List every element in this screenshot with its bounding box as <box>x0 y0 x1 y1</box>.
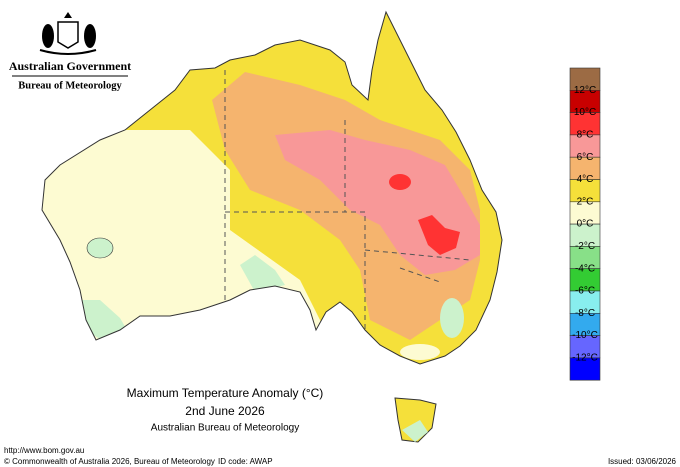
footer-url: http://www.bom.gov.au <box>4 446 84 455</box>
legend-label: 0°C <box>577 219 594 230</box>
map-source: Australian Bureau of Meteorology <box>151 423 299 434</box>
footer-issued: Issued: 03/06/2026 <box>608 457 677 466</box>
legend-label: -2°C <box>575 241 595 252</box>
legend-label: 10°C <box>574 107 596 118</box>
logo <box>39 12 97 55</box>
legend-label: -6°C <box>575 286 595 297</box>
legend-swatch <box>569 357 601 381</box>
legend-label: -8°C <box>575 308 595 319</box>
legend-label: 12°C <box>574 85 596 96</box>
legend: 12°C 10°C 8°C 6°C 4°C 2°C 0°C -2°C -4°C -6°C -8°C -… <box>569 67 601 381</box>
legend-label: 4°C <box>577 174 594 185</box>
legend-label: -10°C <box>572 330 598 341</box>
map-title: Maximum Temperature Anomaly (°C) <box>127 386 324 400</box>
bureau-name: Bureau of Meteorology <box>18 80 122 91</box>
map-date: 2nd June 2026 <box>185 404 265 418</box>
legend-label: -4°C <box>575 263 595 274</box>
legend-label: 2°C <box>577 196 594 207</box>
legend-label: 6°C <box>577 152 594 163</box>
legend-label: -12°C <box>572 353 598 364</box>
government-name: Australian Government <box>9 59 131 73</box>
footer-copyright: © Commonwealth of Australia 2026, Bureau… <box>4 457 215 466</box>
footer-id-code: ID code: AWAP <box>218 457 273 466</box>
legend-label: 8°C <box>577 130 594 141</box>
